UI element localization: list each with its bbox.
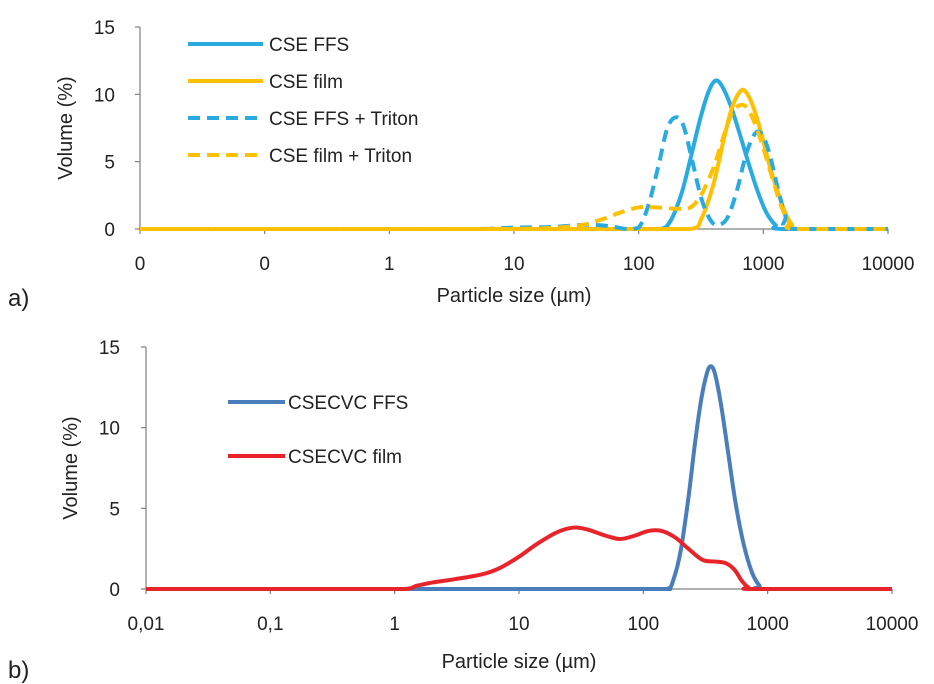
x-axis-label: Particle size (µm) <box>442 651 597 673</box>
x-tick-label: 10000 <box>866 614 919 635</box>
series-line-4 <box>139 102 888 232</box>
x-tick-label: 1 <box>389 614 400 635</box>
legend-label: CSE film <box>269 72 343 93</box>
y-tick-label: 0 <box>104 220 115 241</box>
x-tick-label: 100 <box>623 254 655 275</box>
series-line-2 <box>146 525 892 592</box>
legend-label: CSECVC FFS <box>288 393 408 414</box>
y-tick-label: 15 <box>99 338 120 359</box>
x-tick-label: 1000 <box>747 614 789 635</box>
legend-label: CSECVC film <box>288 447 402 468</box>
y-tick-label: 10 <box>94 85 115 106</box>
x-tick-label: 10 <box>503 254 524 275</box>
y-tick-label: 15 <box>94 18 115 39</box>
x-axis-label: Particle size (µm) <box>437 285 592 307</box>
y-tick-label: 5 <box>109 499 120 520</box>
series-line-3 <box>139 115 888 232</box>
x-tick-label: 100 <box>627 614 659 635</box>
x-tick-label: 0 <box>135 254 146 275</box>
x-tick-label: 0,1 <box>257 614 283 635</box>
x-tick-label: 1000 <box>742 254 784 275</box>
y-tick-label: 10 <box>99 419 120 440</box>
x-tick-label: 1 <box>384 254 395 275</box>
legend-label: CSE FFS <box>269 35 349 56</box>
x-tick-label: 10 <box>508 614 529 635</box>
x-tick-label: 0 <box>259 254 270 275</box>
y-axis-label: Volume (%) <box>55 76 77 179</box>
x-tick-label: 0,01 <box>128 614 165 635</box>
y-axis-label: Volume (%) <box>60 416 82 519</box>
series-line-2 <box>139 87 888 232</box>
y-tick-label: 5 <box>104 153 115 174</box>
legend-label: CSE film + Triton <box>269 146 412 167</box>
chart-panel-b: 0,01 0,1 1 10 100 1000 10000 0 5 10 15 Particle siz… <box>8 338 918 684</box>
x-tick-label: 10000 <box>862 254 915 275</box>
legend-label: CSE FFS + Triton <box>269 109 418 130</box>
series-line-1 <box>146 364 892 592</box>
panel-label: b) <box>8 657 29 684</box>
panel-label: a) <box>8 285 29 312</box>
y-tick-label: 0 <box>109 580 120 601</box>
